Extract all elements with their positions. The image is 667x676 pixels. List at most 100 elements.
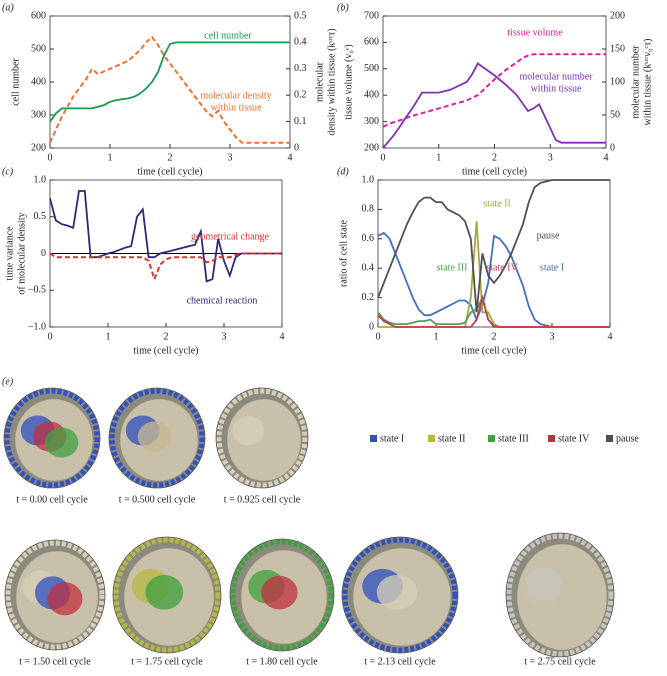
y2-tick-label: 0.1 — [294, 116, 307, 127]
legend-label: pause — [616, 433, 639, 444]
y-tick-label: 300 — [364, 116, 379, 127]
tissue-ring — [230, 539, 334, 651]
y2-tick-label: 150 — [610, 43, 625, 54]
annotation: state III — [437, 262, 468, 273]
x-tick-label: 2 — [492, 331, 497, 342]
x-axis-title: time (cell cycle) — [138, 166, 203, 177]
cell-patch — [376, 574, 418, 610]
tissue-ring — [216, 388, 308, 488]
y-tick-label: 300 — [31, 109, 46, 120]
y-tick-label: 500 — [31, 43, 46, 54]
axis-title: time variance — [4, 226, 15, 281]
annotation: within tissue — [211, 102, 262, 113]
y2-tick-label: 0 — [294, 142, 299, 153]
x-tick-label: 3 — [228, 152, 233, 163]
axis-title: within tissue (kˢʳᶜv₀ᶜτ) — [642, 39, 653, 126]
annotation: cell number — [204, 30, 252, 41]
axis-title: of molecular density — [16, 212, 27, 294]
x-tick-label: 3 — [550, 331, 555, 342]
cell-patch — [137, 421, 172, 452]
legend-swatch — [488, 435, 495, 442]
series-line — [382, 53, 606, 128]
time-caption: t = 1.75 cell cycle — [131, 656, 203, 667]
annotation: state II — [483, 198, 511, 209]
y2-tick-label: 0 — [610, 142, 615, 153]
y-tick-label: 500 — [364, 63, 379, 74]
x-tick-label: 1 — [106, 331, 111, 342]
series-line — [49, 41, 290, 123]
annotation: chemical reaction — [187, 295, 258, 306]
x-tick-label: 4 — [608, 331, 613, 342]
series-line — [382, 62, 606, 149]
annotation: pause — [537, 230, 560, 241]
cell-patch — [44, 427, 79, 458]
y-tick-label: 600 — [364, 37, 379, 48]
series-line — [49, 35, 290, 144]
x-tick-label: 3 — [548, 152, 553, 163]
x-tick-label: 3 — [222, 331, 227, 342]
cell-patch — [145, 574, 184, 610]
y-tick-label: 700 — [364, 10, 379, 21]
tissue-ring — [4, 388, 100, 488]
y-tick-label: −0.5 — [28, 285, 46, 296]
annotation: state IV — [486, 262, 518, 273]
y2-tick-label: 0.5 — [294, 10, 307, 21]
annotation: within tissue — [531, 83, 582, 94]
panel-label: (c) — [2, 166, 14, 177]
x-tick-label: 1 — [434, 331, 439, 342]
y-tick-label: 200 — [31, 142, 46, 153]
legend-label: state II — [438, 433, 466, 444]
time-caption: t = 0.500 cell cycle — [119, 494, 196, 505]
x-tick-label: 2 — [164, 331, 169, 342]
panel-label: (e) — [2, 376, 14, 387]
x-tick-label: 2 — [492, 152, 497, 163]
axis-title: density within tissue (kˢʳᶜτ) — [326, 28, 337, 135]
panel-label: (d) — [337, 166, 349, 177]
tissue-ring — [109, 388, 205, 488]
x-tick-label: 0 — [48, 152, 53, 163]
tissue-ring — [5, 540, 105, 650]
x-tick-label: 4 — [280, 331, 285, 342]
annotation: molecular density — [200, 90, 271, 101]
plot-frame — [49, 15, 291, 149]
legend-swatch — [606, 435, 613, 442]
x-axis-title: time (cell cycle) — [462, 345, 527, 356]
x-tick-label: 2 — [168, 152, 173, 163]
time-caption: t = 0.00 cell cycle — [16, 494, 88, 505]
legend-label: state IV — [558, 433, 590, 444]
axis-title: molecular — [314, 61, 325, 102]
y-tick-label: 1.0 — [34, 174, 47, 185]
x-tick-label: 0 — [376, 331, 381, 342]
axis-title: ratio of cell state — [338, 219, 349, 286]
cell-patch — [47, 582, 83, 616]
legend-label: state III — [498, 433, 529, 444]
tissue-ring — [113, 537, 221, 653]
series-line — [49, 252, 282, 283]
y-tick-label: 200 — [364, 142, 379, 153]
y2-tick-label: 0.3 — [294, 63, 307, 74]
y2-tick-label: 0.2 — [294, 89, 307, 100]
y-tick-label: 0.8 — [362, 204, 375, 215]
time-caption: t = 0.925 cell cycle — [224, 494, 301, 505]
y-tick-label: 1.0 — [362, 174, 375, 185]
y-tick-label: 0.5 — [34, 211, 47, 222]
y2-tick-label: 100 — [610, 76, 625, 87]
y-tick-label: 0.4 — [362, 262, 375, 273]
time-caption: t = 1.50 cell cycle — [19, 656, 91, 667]
y2-tick-label: 200 — [610, 10, 625, 21]
series-line — [377, 294, 610, 328]
legend-swatch — [428, 435, 435, 442]
annotation: state I — [540, 262, 564, 273]
time-caption: t = 2.13 cell cycle — [364, 656, 436, 667]
y-tick-label: 400 — [31, 76, 46, 87]
time-caption: t = 2.75 cell cycle — [524, 656, 596, 667]
legend-label: state I — [380, 433, 404, 444]
y2-tick-label: 50 — [610, 109, 620, 120]
panel-label: (a) — [2, 2, 14, 13]
y-tick-label: 0.2 — [362, 292, 375, 303]
time-caption: t = 1.80 cell cycle — [246, 656, 318, 667]
x-tick-label: 0 — [381, 152, 386, 163]
legend-swatch — [548, 435, 555, 442]
